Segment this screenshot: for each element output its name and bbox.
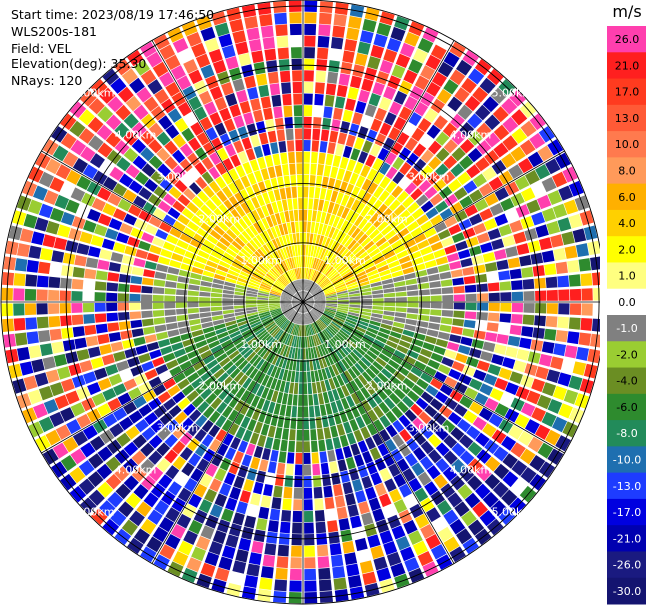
range-label-3km-225: 3.00km [157,422,199,435]
colorbar-label-17: -13.0 [613,480,641,493]
azimuth-line-150 [302,301,455,564]
range-label-5km-135: 5.00km [492,505,534,518]
azimuth-line-240 [41,301,304,454]
colorbar-label-5: 8.0 [618,165,636,178]
azimuth-line-120 [302,301,565,454]
colorbar-label-16: -10.0 [613,454,641,467]
range-label-3km-315: 3.00km [157,170,199,183]
azimuth-line-300 [41,150,304,303]
range-label-4km-315: 4.00km [115,129,157,142]
range-label-2km-45: 2.00km [366,212,408,225]
colorbar-swatch-12 [607,341,646,369]
colorbar-label-3: 13.0 [615,112,640,125]
colorbar-swatch-7 [607,209,646,237]
range-label-4km-225: 4.00km [115,463,157,476]
colorbar-label-7: 4.0 [618,217,636,230]
range-label-4km-45: 4.00km [450,129,492,142]
colorbar-swatch-17 [607,472,646,500]
colorbar-swatch-19 [607,525,646,552]
colorbar-swatch-3 [607,104,646,132]
colorbar-swatch-9 [607,262,646,290]
colorbar-swatch-5 [607,157,646,185]
colorbar-label-4: 10.0 [615,138,640,151]
range-label-3km-45: 3.00km [408,170,450,183]
range-label-2km-315: 2.00km [198,212,240,225]
colorbar-label-8: 2.0 [618,243,636,256]
range-label-1km-315: 1.00km [240,254,282,267]
nrays-label: NRays: 120 [11,73,83,88]
range-label-1km-45: 1.00km [324,254,366,267]
range-label-1km-225: 1.00km [240,338,282,351]
range-label-5km-45: 5.00km [492,87,534,100]
colorbar-swatch-8 [607,236,646,263]
azimuth-line-330 [151,40,304,303]
ppi-gates [1,0,600,604]
colorbar-swatch-6 [607,183,646,211]
colorbar-label-0: 26.0 [615,33,640,46]
colorbar-label-9: 1.0 [618,270,636,283]
colorbar-swatch-20 [607,551,646,579]
azimuth-line-60 [302,150,565,303]
colorbar-swatch-11 [607,315,646,342]
colorbar-title: m/s [612,2,641,21]
colorbar-swatch-14 [607,393,646,421]
colorbar-label-6: 6.0 [618,191,636,204]
range-label-1km-135: 1.00km [324,338,366,351]
colorbar-swatch-13 [607,367,646,395]
colorbar-label-20: -26.0 [613,559,641,572]
colorbar-label-15: -8.0 [616,427,637,440]
colorbar-label-19: -21.0 [613,532,641,545]
colorbar-label-1: 21.0 [615,59,640,72]
colorbar-swatch-18 [607,498,646,526]
colorbar-swatch-2 [607,78,646,106]
range-label-4km-135: 4.00km [450,463,492,476]
colorbar-swatch-21 [607,577,646,605]
azimuth-line-30 [302,40,455,303]
colorbar-swatch-1 [607,52,646,80]
colorbar-swatch-10 [607,288,646,316]
range-label-5km-315: 5.00km [73,87,115,100]
colorbar-label-14: -6.0 [616,401,637,414]
instrument-label: WLS200s-181 [11,24,97,39]
start-time-label: Start time: 2023/08/19 17:46:50 [11,7,215,22]
colorbar-label-2: 17.0 [615,86,640,99]
colorbar-swatch-0 [607,26,646,53]
azimuth-line-210 [151,301,304,564]
colorbar-label-18: -17.0 [613,506,641,519]
colorbar-swatch-15 [607,420,646,447]
colorbar-label-13: -4.0 [616,375,637,388]
colorbar-swatch-16 [607,446,646,474]
elevation-label: Elevation(deg): 35.30 [11,56,147,71]
colorbar: m/s 26.0 21.0 17.0 13.0 10.0 8.0 6.0 4.0 2.0 1.0 0.… [607,2,646,605]
colorbar-label-21: -30.0 [613,585,641,598]
range-label-2km-135: 2.00km [366,380,408,393]
ppi-plot: 1.00km 1.00km 1.00km 1.00km 2.00km 2.00km 2.00… [0,0,600,605]
field-label: Field: VEL [11,41,72,56]
range-label-3km-135: 3.00km [408,422,450,435]
range-label-2km-225: 2.00km [198,380,240,393]
colorbar-label-11: -1.0 [616,322,637,335]
colorbar-label-12: -2.0 [616,348,637,361]
colorbar-swatch-4 [607,131,646,158]
colorbar-label-10: 0.0 [618,296,636,309]
range-label-5km-225: 5.00km [73,505,115,518]
